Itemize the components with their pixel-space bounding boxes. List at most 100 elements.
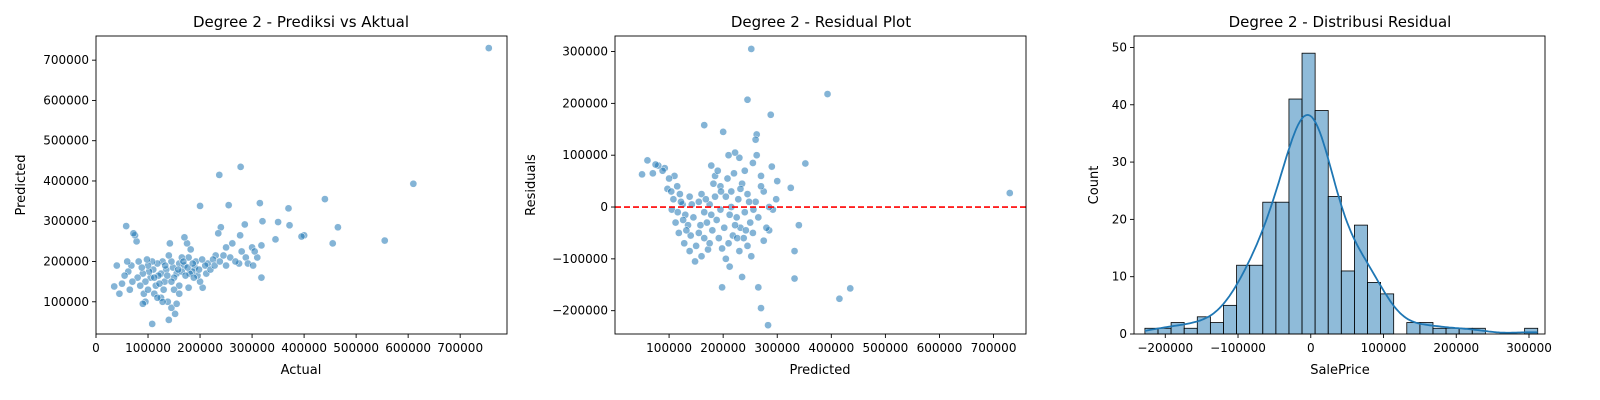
- scatter-point: [167, 277, 176, 286]
- histogram-bar: [1183, 327, 1198, 335]
- y-tick-label: 20: [1112, 212, 1127, 226]
- chart-residual-plot: Degree 2 - Residual Plot 100000 200000 300…: [524, 13, 1027, 378]
- scatter-point: [694, 197, 703, 206]
- y-axis-ticks: −200000 −100000 0 100000 200000 300000: [552, 45, 615, 318]
- scatter-point: [175, 281, 184, 290]
- scatter-point: [702, 195, 710, 204]
- scatter-point: [170, 285, 178, 294]
- scatter-point: [674, 229, 683, 237]
- x-tick-label: −100000: [1210, 341, 1266, 355]
- scatter-point: [724, 239, 733, 248]
- scatter-point: [790, 274, 799, 283]
- histogram-bar: [1236, 264, 1251, 335]
- scatter-point: [175, 289, 184, 298]
- x-tick-label: −200000: [1137, 341, 1193, 355]
- scatter-point: [214, 229, 223, 238]
- scatter-point: [766, 110, 775, 119]
- scatter-point: [285, 221, 294, 230]
- scatter-point: [120, 271, 129, 280]
- scatter-point: [188, 259, 197, 268]
- scatter-point: [730, 169, 738, 178]
- scatter-point: [257, 241, 266, 250]
- histogram-bar: [1314, 110, 1329, 335]
- scatter-point: [181, 271, 190, 280]
- x-tick-label: 400000: [281, 341, 327, 355]
- scatter-point: [747, 45, 756, 53]
- scatter-point: [231, 257, 240, 266]
- scatter-point: [752, 151, 761, 160]
- scatter-point: [719, 128, 728, 136]
- scatter-point: [1005, 189, 1014, 197]
- scatter-point: [189, 273, 198, 282]
- x-tick-label: 300000: [754, 341, 800, 355]
- scatter-point: [153, 293, 162, 302]
- scatter-point: [136, 281, 145, 290]
- scatter-point: [686, 231, 695, 240]
- scatter-point: [250, 247, 259, 256]
- histogram-bar: [1406, 322, 1421, 335]
- scatter-point: [711, 192, 719, 201]
- y-axis-label: Count: [1087, 166, 1102, 205]
- scatter-point: [128, 277, 137, 286]
- scatter-point: [692, 242, 700, 250]
- x-tick-label: 0: [92, 341, 100, 355]
- scatter-point: [215, 257, 224, 266]
- scatter-point: [723, 174, 732, 183]
- scatter-point: [148, 320, 157, 328]
- histogram-bar: [1340, 270, 1355, 335]
- scatter-point: [110, 282, 119, 291]
- scatter-point: [673, 182, 682, 191]
- scatter-point: [743, 242, 752, 250]
- scatter-point: [219, 251, 228, 260]
- chart-distribusi-residual: Degree 2 - Distribusi Residual −200000 −1…: [1087, 13, 1552, 378]
- chart-title: Degree 2 - Distribusi Residual: [1229, 13, 1452, 31]
- scatter-point: [767, 162, 776, 171]
- histogram-bar: [1445, 327, 1460, 335]
- scatter-point: [667, 187, 676, 196]
- scatter-point: [694, 229, 703, 237]
- y-tick-label: 40: [1112, 98, 1127, 112]
- x-tick-label: 600000: [917, 341, 963, 355]
- scatter-point: [222, 261, 230, 270]
- histogram-bar: [1380, 293, 1395, 335]
- scatter-point: [134, 257, 143, 266]
- y-tick-label: 700000: [43, 53, 89, 67]
- x-tick-label: 400000: [808, 341, 854, 355]
- scatter-point: [685, 247, 694, 255]
- y-tick-label: 200000: [562, 96, 608, 110]
- axes-frame: [95, 35, 508, 335]
- scatter-point: [724, 151, 733, 160]
- x-axis-ticks: −200000 −100000 0 100000 200000 300000: [1137, 334, 1552, 355]
- histogram-bar: [1288, 98, 1303, 335]
- scatter-point: [759, 236, 768, 245]
- scatter-point: [163, 271, 172, 280]
- scatter-point: [118, 279, 126, 288]
- scatter-point: [680, 239, 689, 248]
- y-axis-ticks: 100000 200000 300000 400000 500000 600000 7000…: [43, 53, 96, 309]
- y-tick-label: −200000: [552, 304, 608, 318]
- scatter-point: [186, 245, 195, 254]
- y-tick-label: 400000: [43, 174, 89, 188]
- scatter-point: [328, 239, 337, 248]
- y-tick-label: 200000: [43, 255, 89, 269]
- x-tick-label: 200000: [700, 341, 746, 355]
- x-tick-label: 0: [1307, 341, 1315, 355]
- scatter-point: [409, 179, 418, 188]
- x-tick-label: 600000: [385, 341, 431, 355]
- scatter-point: [237, 247, 246, 256]
- x-tick-label: 700000: [971, 341, 1017, 355]
- scatter-point: [158, 297, 167, 306]
- y-tick-label: −100000: [552, 252, 608, 266]
- scatter-point: [743, 190, 752, 198]
- plot-area: [110, 44, 493, 328]
- scatter-point: [743, 95, 752, 104]
- scatter-point: [703, 218, 711, 227]
- scatter-point: [643, 156, 652, 165]
- scatter-point: [137, 263, 146, 272]
- x-axis-label: Predicted: [789, 363, 850, 378]
- scatter-point: [161, 261, 170, 270]
- scatter-point: [112, 261, 121, 270]
- scatter-point: [700, 208, 709, 217]
- x-axis-label: SalePrice: [1310, 363, 1370, 378]
- x-tick-label: 100000: [646, 341, 692, 355]
